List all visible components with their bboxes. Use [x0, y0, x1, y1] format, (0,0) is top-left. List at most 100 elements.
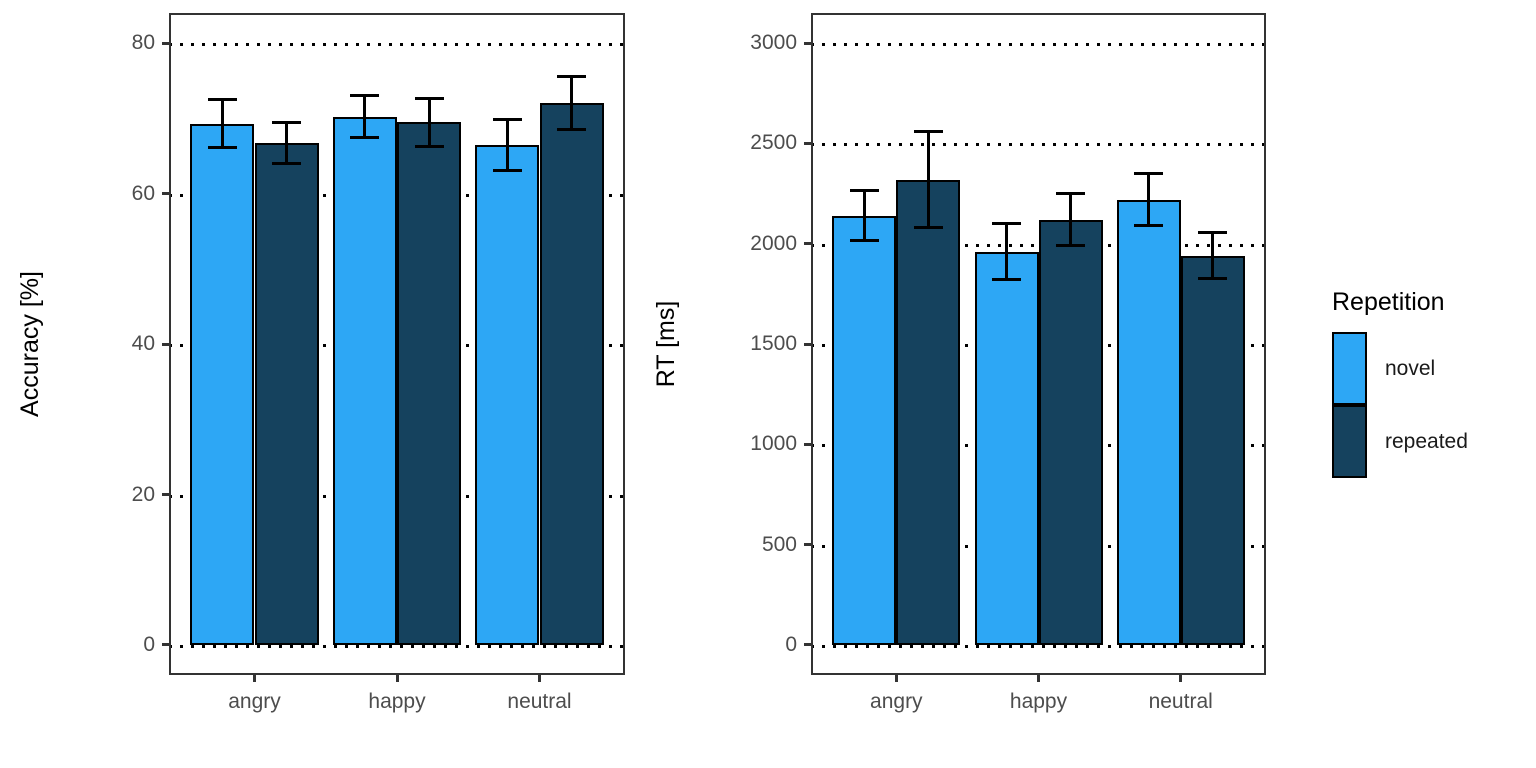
x-tick-label-angry: angry — [870, 690, 923, 713]
legend-label-novel: novel — [1385, 357, 1436, 380]
error-bar-cap-top — [492, 117, 522, 121]
y-tick-label-1500: 1500 — [750, 332, 797, 355]
y-tick-1500 — [804, 342, 811, 346]
y-tick-label-0: 0 — [143, 632, 155, 656]
error-bar-cap-top — [557, 75, 587, 79]
error-bar-repeated-happy — [414, 96, 444, 148]
error-bar-cap-top — [414, 96, 444, 100]
error-bar-cap-bottom — [992, 278, 1021, 282]
y-tick-label-0: 0 — [785, 632, 797, 656]
error-bar-line — [505, 117, 509, 172]
y-tick-40 — [162, 342, 169, 346]
error-bar-cap-top — [272, 121, 302, 125]
y-axis-title-accuracy: Accuracy [%] — [16, 271, 44, 417]
error-bar-cap-bottom — [1056, 244, 1085, 248]
error-bar-cap-bottom — [207, 146, 237, 150]
error-bar-novel-angry — [207, 98, 237, 150]
error-bar-cap-bottom — [849, 239, 879, 243]
error-bar-line — [1147, 172, 1151, 228]
x-tick-angry — [894, 675, 898, 682]
x-tick-label-neutral: neutral — [507, 690, 572, 713]
error-bar-line — [570, 75, 574, 132]
gridline-0 — [169, 644, 625, 648]
error-bar-cap-top — [1056, 192, 1085, 195]
error-bar-cap-top — [350, 94, 380, 98]
y-tick-3000 — [804, 41, 811, 45]
bar-repeated-happy — [397, 122, 462, 645]
y-tick-label-80: 80 — [131, 31, 155, 55]
y-tick-2000 — [804, 242, 811, 246]
error-bar-cap-bottom — [557, 128, 587, 132]
error-bar-line — [862, 189, 866, 243]
bar-repeated-neutral — [539, 103, 604, 645]
bar-repeated-neutral — [1180, 255, 1245, 645]
y-tick-label-40: 40 — [131, 332, 155, 355]
legend-key-novel — [1332, 332, 1367, 405]
y-tick-500 — [804, 543, 811, 547]
error-bar-cap-bottom — [350, 136, 380, 140]
error-bar-line — [427, 96, 431, 148]
y-axis-title-rt: RT [ms] — [652, 300, 680, 388]
legend-key-repeated — [1332, 405, 1367, 478]
error-bar-line — [1211, 231, 1215, 281]
y-tick-label-2500: 2500 — [750, 131, 797, 155]
gridline-2500 — [811, 143, 1266, 147]
bar-repeated-happy — [1038, 219, 1103, 645]
y-tick-1000 — [804, 442, 811, 446]
bar-novel-neutral — [475, 144, 540, 645]
y-tick-2500 — [804, 141, 811, 145]
error-bar-line — [363, 94, 367, 140]
accuracy-chart-panel: 0 20 40 60 80 angry happy neutral — [132, 13, 625, 713]
error-bar-line — [285, 121, 289, 165]
rt-chart-panel: 0 500 1000 1500 2000 2500 3000 angry happy neutra… — [750, 13, 1266, 713]
x-tick-label-happy: happy — [1009, 690, 1068, 713]
y-tick-80 — [162, 41, 169, 45]
y-tick-label-3000: 3000 — [750, 31, 797, 55]
error-bar-line — [1069, 192, 1072, 248]
x-tick-happy — [395, 675, 399, 682]
x-tick-label-angry: angry — [228, 690, 281, 713]
y-tick-0 — [804, 643, 811, 647]
error-bar-line — [1005, 222, 1008, 282]
x-tick-label-happy: happy — [368, 690, 426, 713]
error-bar-cap-bottom — [272, 161, 302, 165]
error-bar-novel-neutral — [1134, 172, 1164, 228]
x-tick-happy — [1037, 675, 1040, 682]
gridline-80 — [169, 43, 625, 47]
error-bar-cap-bottom — [913, 226, 943, 230]
y-tick-label-500: 500 — [761, 532, 797, 556]
bar-novel-happy — [332, 116, 397, 645]
y-tick-label-2000: 2000 — [750, 231, 797, 255]
error-bar-novel-happy — [350, 94, 380, 140]
bar-repeated-angry — [254, 143, 319, 645]
bar-repeated-angry — [896, 179, 961, 645]
bar-novel-neutral — [1116, 199, 1181, 645]
error-bar-cap-top — [207, 98, 237, 101]
error-bar-novel-angry — [849, 189, 879, 243]
error-bar-cap-bottom — [1198, 277, 1228, 281]
error-bar-cap-bottom — [414, 144, 444, 148]
error-bar-line — [220, 98, 224, 150]
x-tick-label-neutral: neutral — [1148, 690, 1213, 713]
error-bar-cap-top — [1198, 231, 1228, 235]
error-bar-cap-bottom — [1134, 224, 1164, 228]
x-tick-neutral — [538, 675, 541, 682]
legend-title: Repetition — [1332, 288, 1445, 316]
x-tick-angry — [253, 675, 256, 682]
error-bar-novel-happy — [992, 222, 1021, 282]
gridline-3000 — [811, 43, 1266, 47]
error-bar-repeated-neutral — [1198, 231, 1228, 281]
error-bar-novel-neutral — [492, 117, 522, 172]
error-bar-cap-bottom — [492, 168, 522, 172]
y-tick-label-1000: 1000 — [750, 432, 797, 456]
error-bar-cap-top — [913, 129, 943, 133]
y-tick-60 — [162, 192, 169, 195]
error-bar-line — [926, 129, 930, 230]
bar-novel-happy — [974, 251, 1039, 645]
gridline-0 — [811, 644, 1266, 648]
error-bar-repeated-angry — [913, 129, 943, 230]
error-bar-repeated-neutral — [557, 75, 587, 132]
legend: Repetition novel repeated — [1332, 288, 1536, 498]
y-tick-0 — [162, 643, 169, 647]
